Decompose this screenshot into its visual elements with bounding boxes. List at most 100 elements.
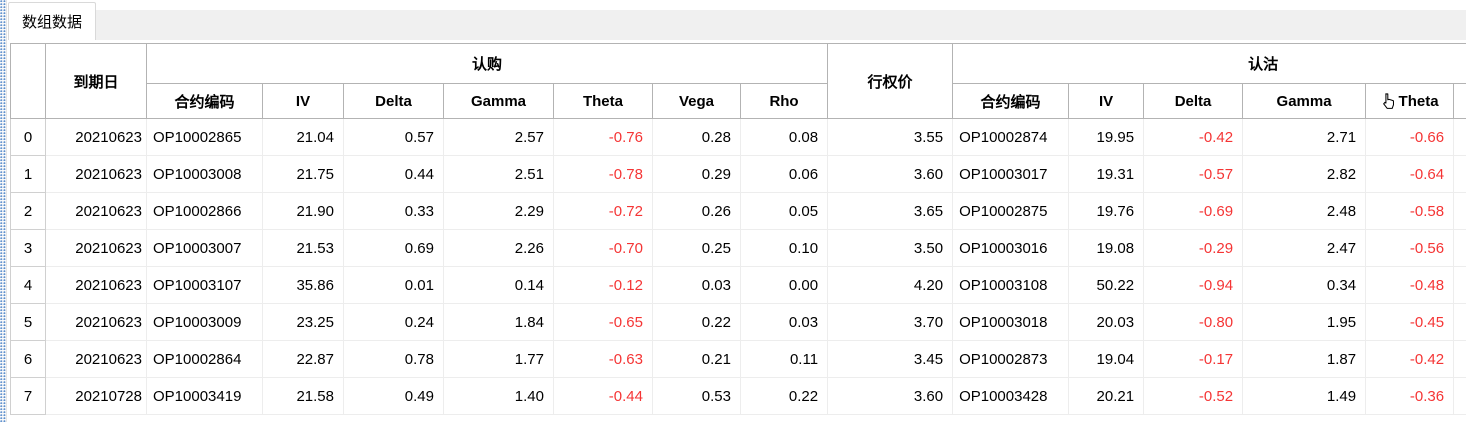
cell-call-delta[interactable]: 0.69 bbox=[343, 229, 444, 267]
cell-put-theta[interactable]: -0.36 bbox=[1365, 377, 1455, 415]
row-header[interactable]: 4 bbox=[10, 266, 46, 304]
cell-call-vega[interactable]: 0.25 bbox=[652, 229, 741, 267]
cell-call-delta[interactable]: 0.44 bbox=[343, 155, 444, 193]
cell-call-vega[interactable]: 0.53 bbox=[652, 377, 741, 415]
cell-put-delta[interactable]: -0.17 bbox=[1143, 340, 1244, 378]
cell-put-code[interactable]: OP10003108 bbox=[952, 266, 1070, 304]
cell-expiry[interactable]: 20210728 bbox=[45, 377, 147, 415]
cell-call-iv[interactable]: 21.53 bbox=[262, 229, 344, 267]
cell-call-rho[interactable]: 0.03 bbox=[739, 303, 829, 341]
cell-call-delta[interactable]: 0.01 bbox=[343, 266, 444, 304]
cell-put-code[interactable]: OP10003428 bbox=[952, 377, 1070, 415]
cell-put-iv[interactable]: 19.95 bbox=[1068, 118, 1145, 156]
column-header-call-iv[interactable]: IV bbox=[262, 83, 344, 119]
cell-call-delta[interactable]: 0.24 bbox=[343, 303, 444, 341]
cell-call-code[interactable]: OP10002865 bbox=[146, 118, 263, 156]
column-header-call-delta[interactable]: Delta bbox=[343, 83, 444, 119]
cell-put-gamma[interactable]: 2.82 bbox=[1242, 155, 1367, 193]
cell-call-code[interactable]: OP10003107 bbox=[146, 266, 263, 304]
cell-put-code[interactable]: OP10003016 bbox=[952, 229, 1070, 267]
cell-call-theta[interactable]: -0.78 bbox=[553, 155, 653, 193]
cell-call-delta[interactable]: 0.49 bbox=[343, 377, 444, 415]
row-header[interactable]: 2 bbox=[10, 192, 46, 230]
corner-header-cell[interactable] bbox=[10, 43, 46, 119]
cell-expiry[interactable]: 20210623 bbox=[45, 192, 147, 230]
cell-expiry[interactable]: 20210623 bbox=[45, 118, 147, 156]
cell-put-theta[interactable]: -0.58 bbox=[1365, 192, 1455, 230]
row-header[interactable]: 5 bbox=[10, 303, 46, 341]
cell-put-gamma[interactable]: 1.49 bbox=[1242, 377, 1367, 415]
cell-call-gamma[interactable]: 2.26 bbox=[443, 229, 554, 267]
tab-array-data[interactable]: 数组数据 bbox=[8, 2, 96, 40]
cell-call-iv[interactable]: 35.86 bbox=[262, 266, 344, 304]
row-header[interactable]: 6 bbox=[10, 340, 46, 378]
cell-put-gamma[interactable]: 2.71 bbox=[1242, 118, 1367, 156]
row-header[interactable]: 7 bbox=[10, 377, 46, 415]
cell-call-delta[interactable]: 0.33 bbox=[343, 192, 444, 230]
cell-call-iv[interactable]: 21.58 bbox=[262, 377, 344, 415]
cell-call-theta[interactable]: -0.72 bbox=[553, 192, 653, 230]
cell-put-iv[interactable]: 19.04 bbox=[1068, 340, 1145, 378]
cell-call-rho[interactable]: 0.11 bbox=[739, 340, 829, 378]
cell-put-gamma[interactable]: 0.34 bbox=[1242, 266, 1367, 304]
column-header-put-code[interactable]: 合约编码 bbox=[952, 83, 1070, 119]
cell-call-theta[interactable]: -0.12 bbox=[553, 266, 653, 304]
cell-call-gamma[interactable]: 1.40 bbox=[443, 377, 554, 415]
dock-drag-handle[interactable] bbox=[0, 0, 7, 422]
cell-put-code[interactable]: OP10002875 bbox=[952, 192, 1070, 230]
cell-put-delta[interactable]: -0.42 bbox=[1143, 118, 1244, 156]
cell-put-delta[interactable]: -0.69 bbox=[1143, 192, 1244, 230]
cell-put-gamma[interactable]: 1.95 bbox=[1242, 303, 1367, 341]
row-header[interactable]: 0 bbox=[10, 118, 46, 156]
column-header-call-code[interactable]: 合约编码 bbox=[146, 83, 263, 119]
cell-put-iv[interactable]: 20.03 bbox=[1068, 303, 1145, 341]
cell-call-code[interactable]: OP10003008 bbox=[146, 155, 263, 193]
cell-call-rho[interactable]: 0.22 bbox=[739, 377, 829, 415]
cell-put-code[interactable]: OP10002874 bbox=[952, 118, 1070, 156]
cell-call-code[interactable]: OP10002864 bbox=[146, 340, 263, 378]
cell-put-theta[interactable]: -0.45 bbox=[1365, 303, 1455, 341]
cell-call-theta[interactable]: -0.63 bbox=[553, 340, 653, 378]
column-header-put-iv[interactable]: IV bbox=[1068, 83, 1145, 119]
cell-strike[interactable]: 3.60 bbox=[827, 155, 954, 193]
column-header-put-theta[interactable]: Theta bbox=[1365, 83, 1455, 119]
column-header-call-rho[interactable]: Rho bbox=[739, 83, 829, 119]
cell-call-gamma[interactable]: 1.84 bbox=[443, 303, 554, 341]
cell-call-theta[interactable]: -0.44 bbox=[553, 377, 653, 415]
cell-strike[interactable]: 3.45 bbox=[827, 340, 954, 378]
cell-put-delta[interactable]: -0.29 bbox=[1143, 229, 1244, 267]
cell-call-vega[interactable]: 0.28 bbox=[652, 118, 741, 156]
cell-call-gamma[interactable]: 1.77 bbox=[443, 340, 554, 378]
cell-put-theta[interactable]: -0.56 bbox=[1365, 229, 1455, 267]
cell-call-gamma[interactable]: 2.29 bbox=[443, 192, 554, 230]
cell-put-delta[interactable]: -0.94 bbox=[1143, 266, 1244, 304]
cell-put-delta[interactable]: -0.57 bbox=[1143, 155, 1244, 193]
cell-call-gamma[interactable]: 2.51 bbox=[443, 155, 554, 193]
cell-call-vega[interactable]: 0.29 bbox=[652, 155, 741, 193]
cell-put-gamma[interactable]: 2.47 bbox=[1242, 229, 1367, 267]
cell-strike[interactable]: 3.55 bbox=[827, 118, 954, 156]
cell-call-iv[interactable]: 23.25 bbox=[262, 303, 344, 341]
cell-call-iv[interactable]: 22.87 bbox=[262, 340, 344, 378]
cell-call-theta[interactable]: -0.70 bbox=[553, 229, 653, 267]
cell-call-delta[interactable]: 0.57 bbox=[343, 118, 444, 156]
cell-put-gamma[interactable]: 2.48 bbox=[1242, 192, 1367, 230]
cell-expiry[interactable]: 20210623 bbox=[45, 266, 147, 304]
column-header-call-vega[interactable]: Vega bbox=[652, 83, 741, 119]
cell-put-theta[interactable]: -0.66 bbox=[1365, 118, 1455, 156]
cell-call-rho[interactable]: 0.08 bbox=[739, 118, 829, 156]
cell-put-code[interactable]: OP10003018 bbox=[952, 303, 1070, 341]
cell-call-code[interactable]: OP10002866 bbox=[146, 192, 263, 230]
cell-call-vega[interactable]: 0.22 bbox=[652, 303, 741, 341]
cell-put-iv[interactable]: 19.08 bbox=[1068, 229, 1145, 267]
cell-put-delta[interactable]: -0.52 bbox=[1143, 377, 1244, 415]
cell-call-vega[interactable]: 0.03 bbox=[652, 266, 741, 304]
group-header-put[interactable]: 认沽 bbox=[952, 43, 1466, 84]
cell-call-delta[interactable]: 0.78 bbox=[343, 340, 444, 378]
cell-expiry[interactable]: 20210623 bbox=[45, 303, 147, 341]
cell-strike[interactable]: 3.70 bbox=[827, 303, 954, 341]
row-header[interactable]: 3 bbox=[10, 229, 46, 267]
column-header-expiry[interactable]: 到期日 bbox=[45, 43, 147, 119]
column-header-put-gamma[interactable]: Gamma bbox=[1242, 83, 1367, 119]
cell-strike[interactable]: 3.65 bbox=[827, 192, 954, 230]
